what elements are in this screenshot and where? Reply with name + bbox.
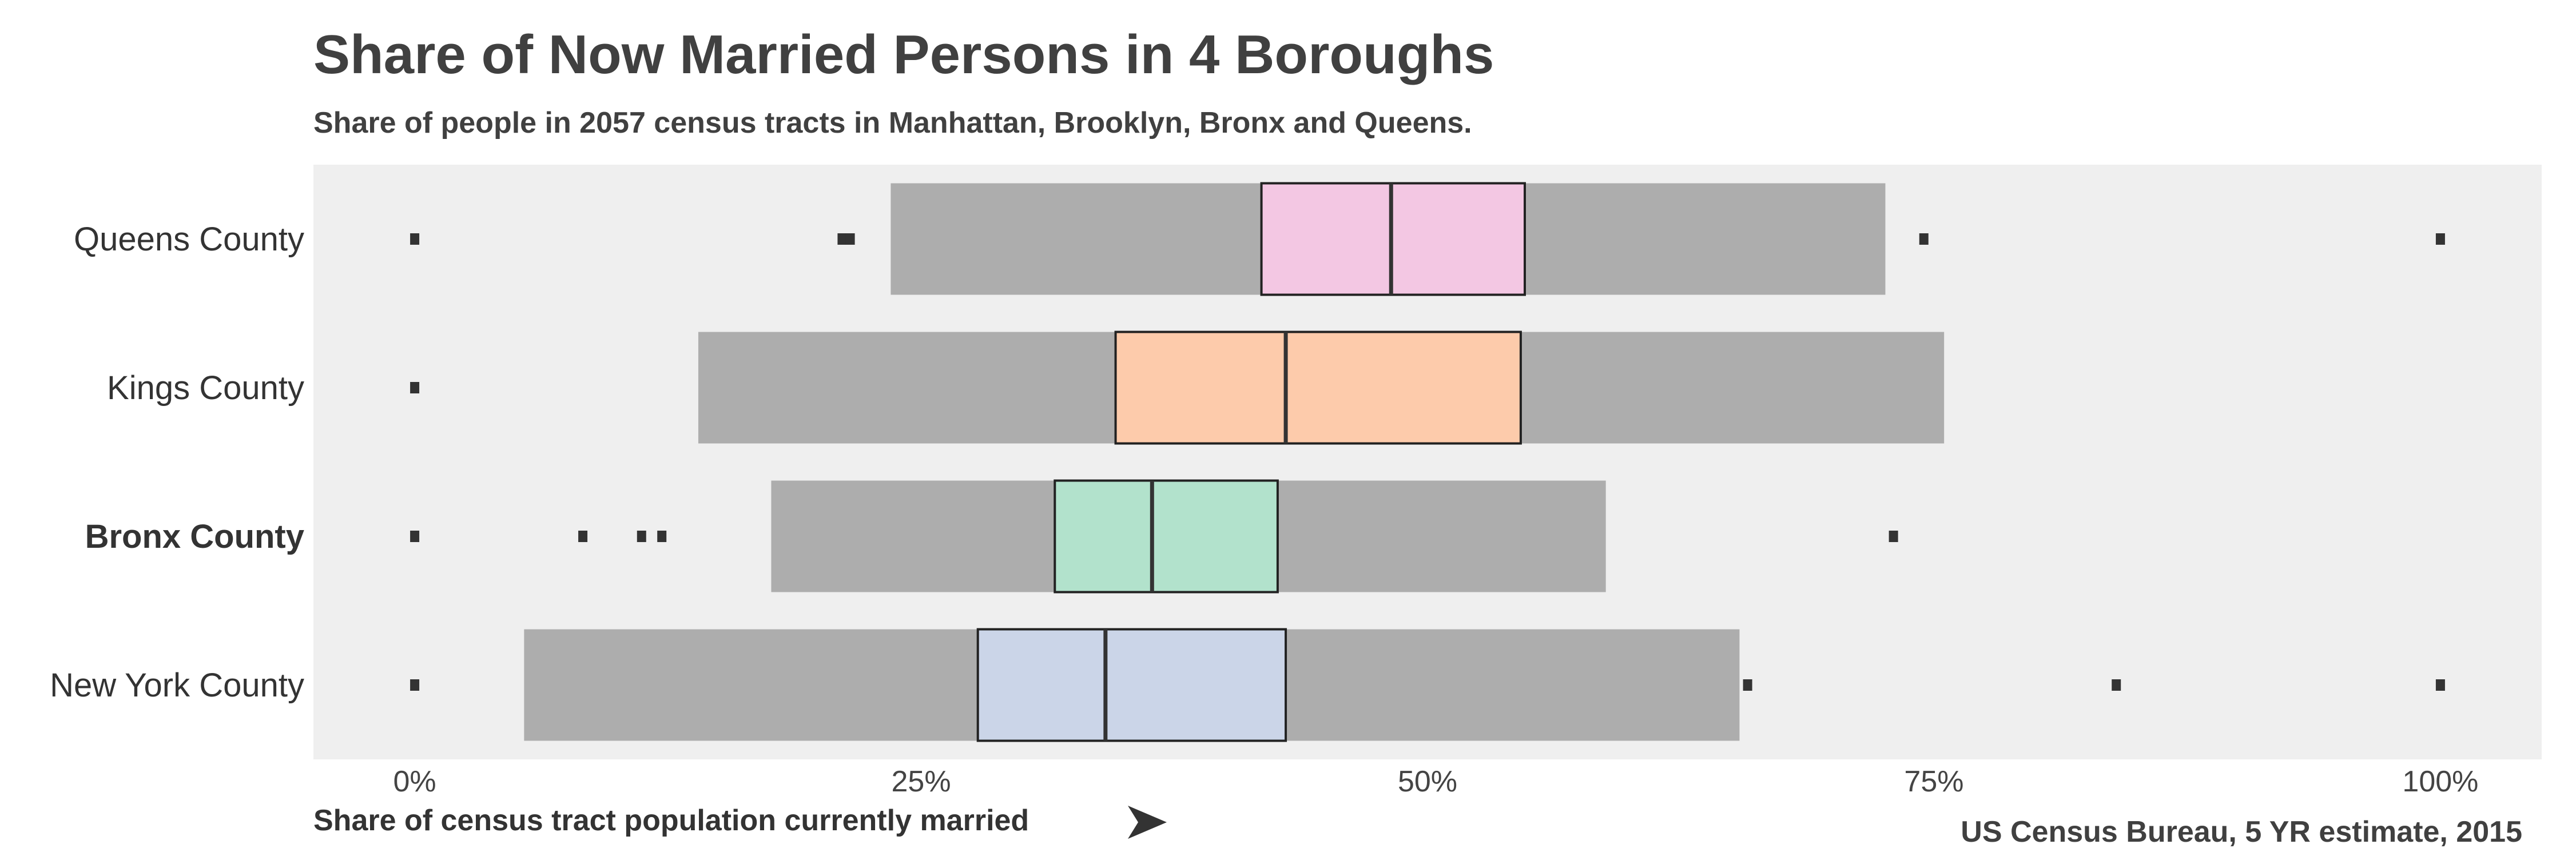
chart-title: Share of Now Married Persons in 4 Boroug…	[313, 24, 1494, 85]
outlier-point-queens-county	[410, 233, 420, 245]
outlier-point-queens-county	[837, 233, 847, 245]
y-axis-labels: Queens County Kings County Bronx County New…	[50, 221, 304, 704]
iqr-box-bronx-county	[1054, 479, 1279, 594]
chart-subtitle: Share of people in 2057 census tracts in…	[313, 106, 1472, 140]
outlier-point-queens-county	[845, 233, 855, 245]
outlier-point-new-york-county	[2112, 679, 2121, 691]
outlier-point-new-york-county	[410, 679, 420, 691]
outlier-point-bronx-county	[410, 531, 420, 542]
outlier-point-queens-county	[1919, 233, 1929, 245]
x-tick-label: 25%	[892, 765, 951, 798]
outlier-point-bronx-county	[578, 531, 588, 542]
x-axis-label: Share of census tract population current…	[313, 804, 1029, 837]
iqr-box-queens-county	[1260, 182, 1526, 296]
x-tick-label: 0%	[393, 765, 436, 798]
x-tick-label: 50%	[1398, 765, 1457, 798]
outlier-point-bronx-county	[637, 531, 646, 542]
y-label-queens-county: Queens County	[74, 221, 304, 258]
iqr-box-kings-county	[1114, 331, 1522, 445]
x-tick-label: 100%	[2402, 765, 2478, 798]
outlier-point-new-york-county	[1743, 679, 1752, 691]
iqr-box-new-york-county	[976, 628, 1287, 742]
y-label-kings-county: Kings County	[107, 369, 304, 407]
outlier-point-bronx-county	[657, 531, 667, 542]
chart-marks	[410, 182, 2445, 742]
outlier-point-bronx-county	[1889, 531, 1898, 542]
x-tick-label: 75%	[1904, 765, 1963, 798]
outlier-point-new-york-county	[2435, 679, 2445, 691]
y-label-new-york-county: New York County	[50, 667, 304, 704]
y-label-bronx-county: Bronx County	[85, 518, 304, 555]
arrow-right-icon	[1128, 806, 1167, 839]
outlier-point-kings-county	[410, 382, 420, 393]
chart-caption: US Census Bureau, 5 YR estimate, 2015	[1961, 815, 2522, 849]
x-axis-ticks: 0% 25% 50% 75% 100%	[393, 765, 2479, 798]
outlier-point-queens-county	[2435, 233, 2445, 245]
